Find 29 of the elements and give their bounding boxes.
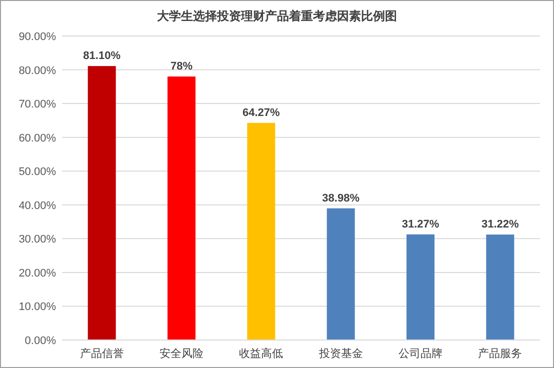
chart-title: 大学生选择投资理财产品着重考虑因素比例图 — [157, 9, 397, 23]
bar — [247, 122, 276, 340]
y-tick-label: 80.00% — [18, 64, 56, 77]
x-tick-label: 安全风险 — [160, 347, 204, 360]
data-label: 78% — [170, 60, 193, 73]
bar — [406, 234, 434, 340]
data-label: 31.27% — [402, 218, 440, 230]
x-tick-label: 公司品牌 — [398, 348, 442, 360]
y-tick-label: 60.00% — [18, 132, 56, 144]
y-tick-label: 90.00% — [18, 31, 56, 43]
y-tick-label: 20.00% — [18, 267, 56, 280]
data-label: 64.27% — [242, 106, 280, 119]
bar — [326, 208, 355, 340]
bar — [168, 76, 196, 340]
x-tick-label: 收益高低 — [239, 347, 284, 360]
bar — [486, 234, 514, 340]
y-tick-label: 10.00% — [18, 301, 56, 314]
y-tick-label: 30.00% — [18, 234, 56, 246]
data-label: 81.10% — [83, 50, 121, 62]
y-tick-label: 70.00% — [18, 98, 56, 111]
data-label: 31.22% — [482, 218, 520, 231]
data-label: 38.98% — [322, 192, 360, 204]
y-tick-label: 0.00% — [24, 335, 56, 347]
x-tick-label: 产品信誉 — [80, 347, 124, 360]
x-tick-label: 投资基金 — [318, 347, 363, 360]
x-tick-label: 产品服务 — [478, 347, 522, 360]
bar — [88, 66, 116, 340]
y-tick-label: 40.00% — [18, 200, 56, 212]
y-tick-label: 50.00% — [18, 166, 56, 178]
